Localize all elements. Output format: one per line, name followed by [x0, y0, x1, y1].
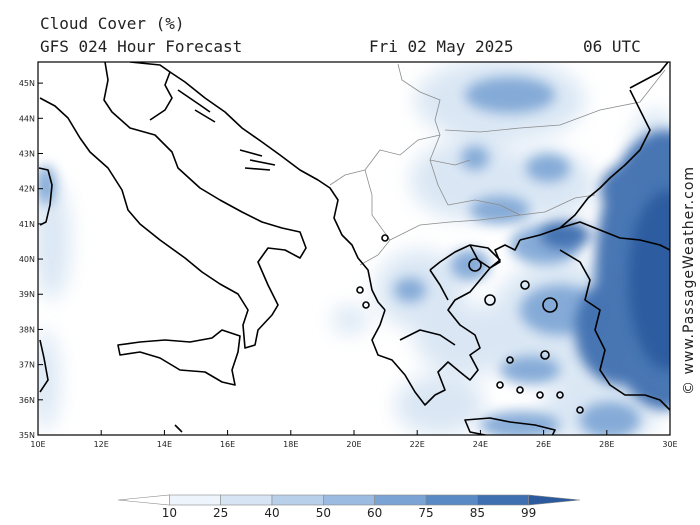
- colorbar-label: 75: [418, 506, 433, 520]
- watermark: © www.PassageWeather.com: [681, 165, 697, 395]
- colorbar-label: 60: [367, 506, 382, 520]
- coastlines: [38, 62, 670, 435]
- lat-tick-label: 41N: [19, 220, 35, 229]
- lat-tick-label: 42N: [19, 185, 35, 194]
- turkey-coastline: [519, 221, 670, 251]
- colorbar-segment: [425, 494, 478, 506]
- lon-tick-label: 18E: [283, 440, 298, 449]
- lat-tick-label: 36N: [19, 396, 35, 405]
- colorbar-segment: [220, 494, 273, 506]
- cloud-field: [38, 62, 670, 435]
- lon-tick-label: 26E: [536, 440, 551, 449]
- lon-tick-label: 22E: [410, 440, 425, 449]
- lon-tick-label: 14E: [157, 440, 172, 449]
- lat-tick-label: 40N: [19, 255, 35, 264]
- colorbar-legend: 10 25 40 50 60 75 85 99: [117, 494, 581, 520]
- lon-tick-label: 30E: [662, 440, 677, 449]
- colorbar-label: 25: [213, 506, 228, 520]
- lon-tick-label: 20E: [346, 440, 361, 449]
- map-title: Cloud Cover (%): [40, 14, 185, 33]
- colorbar-segment: [374, 494, 427, 506]
- sardinia-coastline: [38, 167, 53, 226]
- forecast-time: 06 UTC: [583, 37, 641, 56]
- colorbar-segment: [169, 494, 221, 506]
- lat-tick-label: 43N: [19, 149, 35, 158]
- balkan-coastline: [169, 71, 386, 311]
- colorbar-segment: [477, 494, 529, 506]
- sicily-coastline: [117, 329, 241, 386]
- lat-tick-label: 38N: [19, 325, 35, 334]
- latitude-axis: 35N 36N 37N 38N 39N 40N 41N 42N 43N 44N 45N: [19, 79, 43, 440]
- lat-tick-label: 37N: [19, 361, 35, 370]
- forecast-date: Fri 02 May 2025: [369, 37, 514, 56]
- lon-tick-label: 12E: [94, 440, 109, 449]
- colorbar-label: 40: [264, 506, 279, 520]
- country-borders: [329, 63, 666, 266]
- colorbar-label: 85: [470, 506, 485, 520]
- colorbar-segment: [271, 494, 324, 506]
- colorbar-segment: [528, 494, 581, 506]
- lat-tick-label: 35N: [19, 431, 35, 440]
- colorbar-label: 10: [162, 506, 177, 520]
- lon-tick-label: 16E: [220, 440, 235, 449]
- longitude-axis: 10E 12E 14E 16E 18E 20E 22E 24E 26E 28E 30E: [30, 430, 678, 449]
- lat-tick-label: 45N: [19, 79, 35, 88]
- lon-tick-label: 24E: [473, 440, 488, 449]
- italy-coastline: [39, 62, 307, 349]
- lon-tick-label: 28E: [599, 440, 614, 449]
- lat-tick-label: 44N: [19, 114, 35, 123]
- colorbar-segment: [117, 494, 170, 506]
- forecast-label: GFS 024 Hour Forecast: [40, 37, 243, 56]
- colorbar-label: 99: [521, 506, 536, 520]
- lon-tick-label: 10E: [30, 440, 45, 449]
- colorbar-segment: [323, 494, 375, 506]
- colorbar-label: 50: [316, 506, 331, 520]
- lat-tick-label: 39N: [19, 290, 35, 299]
